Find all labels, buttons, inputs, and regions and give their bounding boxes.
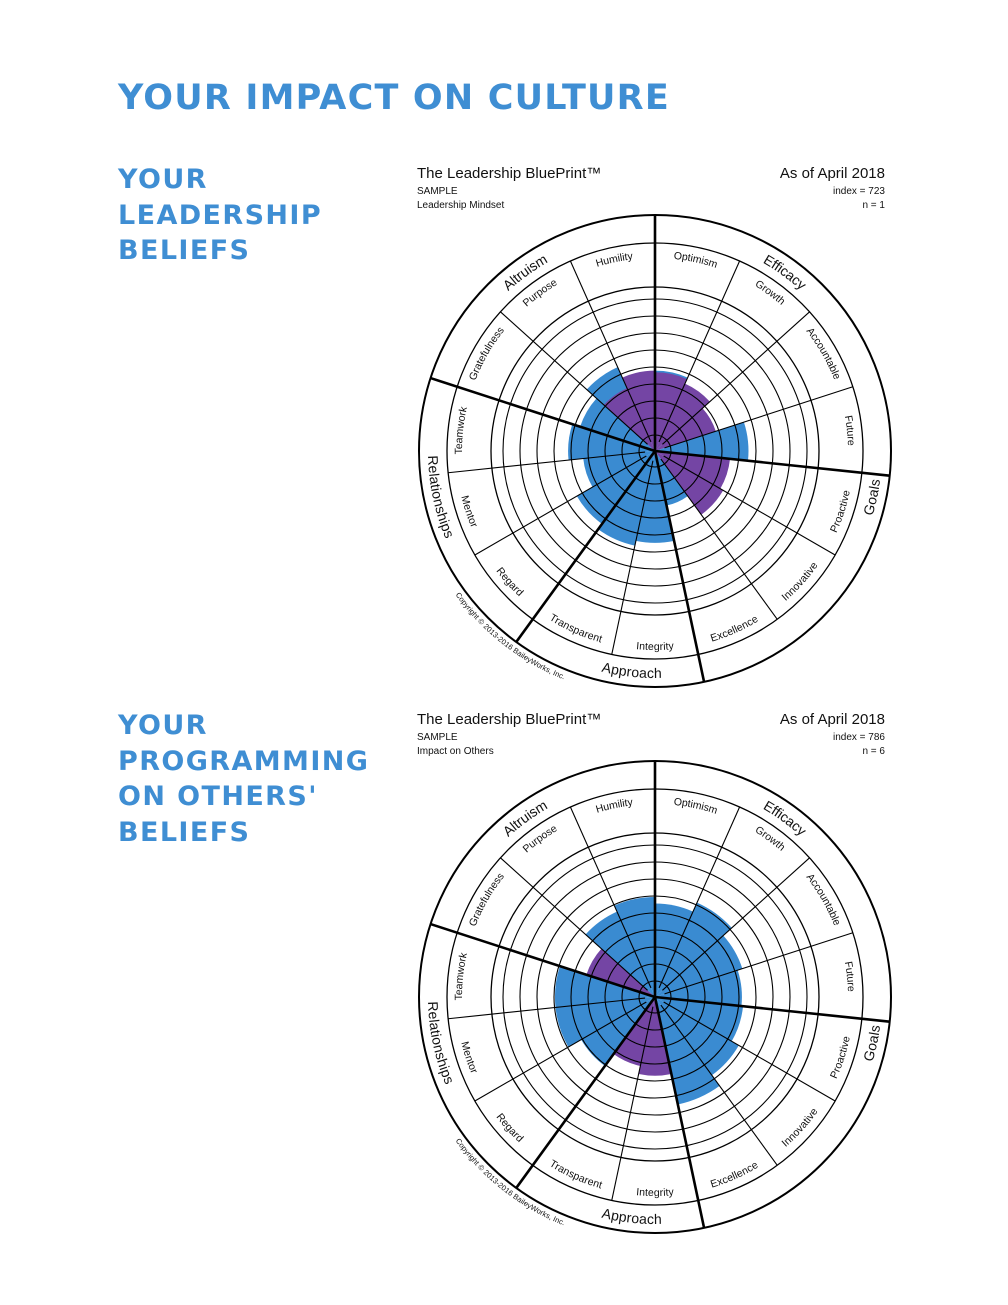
segment-divider: [660, 1004, 778, 1166]
segment-divider: [448, 997, 646, 1020]
wedge-integrity-blue: [635, 451, 675, 543]
category-divider: [515, 996, 657, 1189]
segment-divider: [658, 806, 741, 989]
chart-index: index = 723: [833, 186, 885, 197]
wedge-future-blue: [655, 422, 749, 461]
category-divider: [653, 450, 706, 683]
category-divider: [654, 995, 890, 1023]
wedge-future-blue: [655, 970, 742, 1007]
wedge-mentor-blue: [583, 451, 655, 488]
segment-divider: [474, 455, 647, 556]
chart-title: The Leadership BluePrint™: [417, 711, 602, 728]
section-title-leadership-beliefs: YOUR LEADERSHIP BELIEFS: [118, 162, 322, 269]
chart-title: The Leadership BluePrint™: [417, 165, 602, 182]
segment-divider: [569, 806, 652, 989]
wedge-innovative-blue: [655, 997, 739, 1076]
segment-divider: [663, 1001, 836, 1102]
segment-divider: [662, 857, 810, 991]
segment-divider: [474, 1001, 647, 1102]
wedge-teamwork-blue: [554, 966, 655, 1008]
section-title-line: BELIEFS: [118, 235, 251, 266]
chart-sample-label: SAMPLE: [417, 186, 458, 197]
wedge-growth-blue: [655, 902, 732, 997]
chart-as-of-date: As of April 2018: [779, 711, 885, 728]
section-title-programming-on-others: YOUR PROGRAMMING ON OTHERS' BELIEFS: [118, 708, 369, 850]
wedge-gratefulness-purple: [586, 948, 655, 997]
segment-label-integrity: Integrity: [636, 640, 675, 653]
segment-divider: [664, 386, 853, 449]
chart-header-impact-on-others: The Leadership BluePrint™ As of April 20…: [417, 711, 885, 761]
wedge-purpose-blue: [585, 911, 655, 997]
wedge-growth-purple: [655, 383, 710, 451]
section-title-line: PROGRAMMING: [118, 745, 370, 777]
category-divider: [654, 449, 890, 477]
chart-n: n = 6: [862, 746, 885, 757]
chart-index: index = 786: [833, 732, 885, 743]
segment-divider: [660, 458, 778, 620]
chart-as-of-date: As of April 2018: [779, 165, 885, 182]
wedge-teamwork-blue: [568, 424, 655, 461]
segment-divider: [611, 460, 654, 655]
chart-header-leadership-mindset: The Leadership BluePrint™ As of April 20…: [417, 165, 885, 215]
chart-subtitle: Leadership Mindset: [417, 200, 505, 211]
segment-divider: [664, 932, 853, 995]
segment-divider: [662, 311, 810, 445]
wedge-innovative-purple: [655, 451, 724, 515]
segment-divider: [663, 455, 836, 556]
wedge-humility-purple: [622, 370, 655, 451]
segment-label-integrity: Integrity: [636, 1186, 675, 1199]
leadership-blueprint-wheel: OptimismGrowthAccountableFutureProactive…: [418, 214, 892, 688]
wedge-excellence-blue: [655, 997, 720, 1105]
segment-divider: [569, 260, 652, 443]
chart-n: n = 1: [862, 200, 885, 211]
wedge-transparent-blue: [598, 451, 655, 546]
section-title-line: YOUR: [118, 710, 208, 741]
section-title-line: LEADERSHIP: [118, 199, 323, 231]
segment-label-future: Future: [842, 960, 857, 992]
wedge-purpose-purple: [603, 388, 655, 451]
segment-divider: [448, 451, 646, 474]
page-title: YOUR IMPACT ON CULTURE: [118, 78, 670, 118]
section-title-line: ON OTHERS': [118, 781, 318, 812]
segment-divider: [500, 857, 648, 991]
section-title-line: BELIEFS: [118, 816, 251, 848]
chart-sample-label: SAMPLE: [417, 732, 458, 743]
segment-divider: [658, 260, 741, 443]
wedge-proactive-purple: [655, 451, 731, 489]
segment-divider: [611, 1006, 654, 1201]
section-title-line: YOUR: [118, 164, 208, 195]
segment-divider: [500, 311, 648, 445]
wedge-accountable-purple: [655, 408, 716, 451]
wedge-regard-blue: [576, 451, 655, 524]
wedge-humility-blue: [614, 896, 655, 997]
wedge-gratefulness-blue: [580, 398, 655, 451]
wedge-transparent-purple: [613, 997, 655, 1066]
category-divider: [515, 450, 657, 643]
leadership-blueprint-wheel: OptimismGrowthAccountableFutureProactive…: [418, 760, 892, 1234]
segment-label-future: Future: [842, 414, 857, 446]
category-divider: [430, 922, 656, 999]
chart-subtitle: Impact on Others: [417, 746, 494, 757]
wedge-integrity-purple: [638, 997, 672, 1076]
category-divider: [430, 376, 656, 453]
wedge-optimism-purple: [655, 372, 688, 451]
category-divider: [653, 996, 706, 1229]
wedge-accountable-blue: [655, 935, 743, 997]
